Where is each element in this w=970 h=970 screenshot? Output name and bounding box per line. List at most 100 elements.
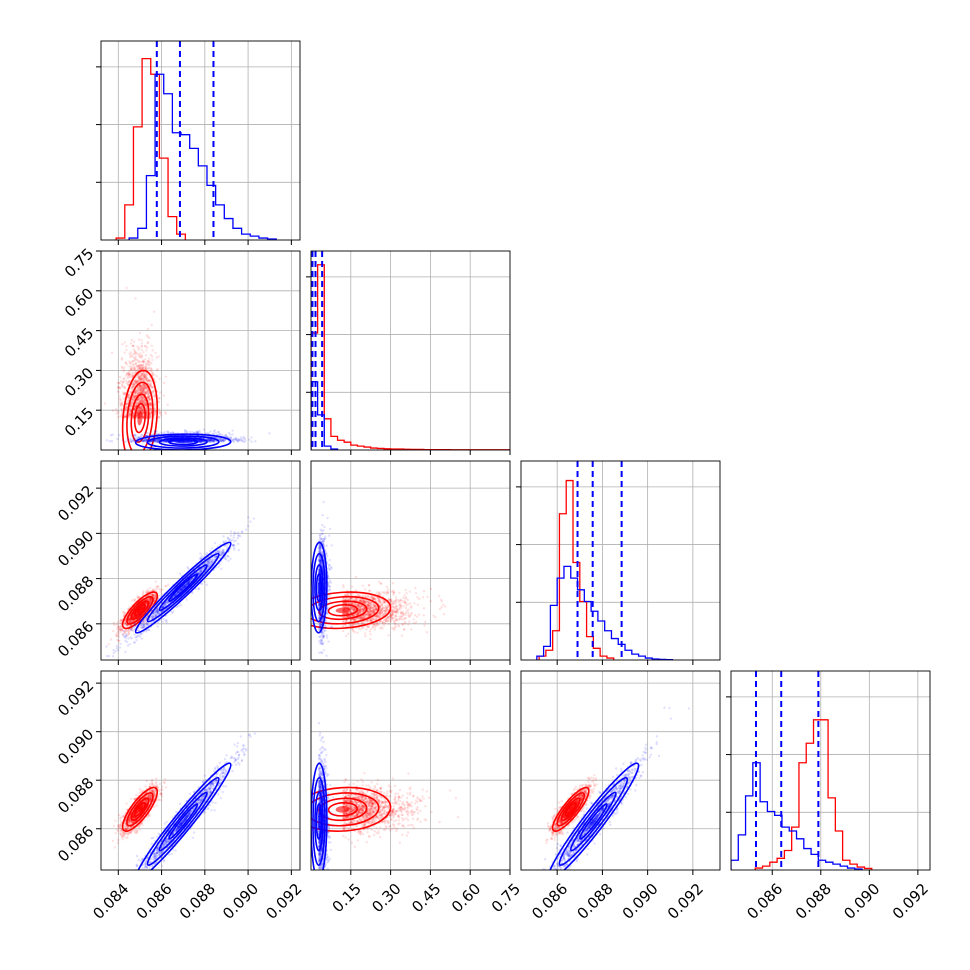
scatter-point [137,377,141,380]
scatter-point [209,438,212,442]
scatter-point [200,440,203,444]
scatter-point [229,437,233,440]
scatter-point [134,395,137,398]
scatter-point [155,429,158,433]
scatter-point [139,367,142,370]
scatter-point [120,402,123,405]
scatter-point [132,415,135,418]
scatter-point [111,655,115,658]
scatter-point [137,366,140,370]
scatter-point [148,361,152,364]
scatter-point [138,360,141,363]
scatter-point [211,439,215,443]
scatter-point [207,438,210,441]
scatter-point [138,384,141,388]
scatter-point [103,402,107,405]
scatter-point [141,390,144,393]
scatter-point [141,399,145,403]
scatter-point [138,408,141,411]
scatter-point [140,387,144,390]
scatter-point [119,380,123,383]
scatter-point [124,650,127,654]
scatter-point [144,431,148,434]
scatter-point [151,358,154,362]
scatter-point [128,438,132,441]
scatter-point [237,437,240,441]
scatter-point [118,433,121,437]
scatter-point [146,335,150,338]
scatter-point [149,382,152,385]
scatter-point [167,583,170,586]
scatter-point [118,627,122,630]
scatter-point [134,391,137,394]
scatter-point [139,355,142,359]
scatter-point [142,360,145,364]
scatter-point [189,440,193,444]
scatter-point [138,377,142,381]
scatter-point [145,363,148,366]
scatter-point [218,438,221,441]
scatter-point [129,362,132,365]
scatter-point [120,628,124,631]
scatter-point [117,391,120,394]
scatter-point [154,380,157,383]
scatter-point [120,629,123,632]
scatter-point [134,394,137,398]
scatter-point [240,438,243,441]
scatter-point [172,440,176,443]
scatter-point [156,440,159,443]
scatter-point [111,433,114,436]
scatter-point [157,409,161,413]
scatter-point [140,434,143,437]
scatter-point [128,619,131,622]
scatter-point [138,367,142,370]
scatter-point [143,391,147,394]
scatter-point [268,432,271,435]
scatter-point [138,436,142,439]
scatter-point [145,378,149,381]
scatter-point [144,377,147,380]
scatter-point [227,559,230,562]
scatter-point [110,351,114,354]
scatter-point [133,357,137,360]
scatter-point [141,379,144,382]
scatter-point [137,338,141,341]
scatter-point [158,411,161,415]
scatter-point [109,434,113,437]
scatter-point [147,395,150,398]
scatter-point [229,530,233,533]
scatter-point [139,407,142,410]
scatter-point [132,415,135,418]
scatter-point [239,436,243,439]
scatter-point [120,404,124,407]
scatter-point [145,362,148,366]
scatter-point [153,430,157,433]
scatter-point [140,354,144,357]
contour-peak [176,440,191,444]
scatter-point [157,397,161,400]
scatter-point [149,597,153,600]
scatter-point [163,440,166,444]
scatter-point [140,406,143,409]
scatter-point [155,375,158,378]
scatter-point [120,410,124,413]
scatter-point [126,644,130,647]
scatter-point [143,389,146,392]
contour-level-2 [146,435,220,449]
scatter-point [145,373,148,376]
scatter-point [222,438,225,441]
scatter-point [137,409,140,412]
scatter-point [132,345,135,348]
scatter-point [135,389,138,392]
scatter-point [127,630,130,634]
scatter-point [209,430,212,433]
scatter-point [141,389,145,392]
scatter-point [142,415,145,418]
scatter-point [153,406,156,410]
scatter-point [141,411,145,414]
scatter-point [131,359,134,363]
scatter-point [118,402,122,405]
scatter-point [231,429,234,432]
scatter-point [138,367,142,371]
scatter-point [111,409,115,412]
